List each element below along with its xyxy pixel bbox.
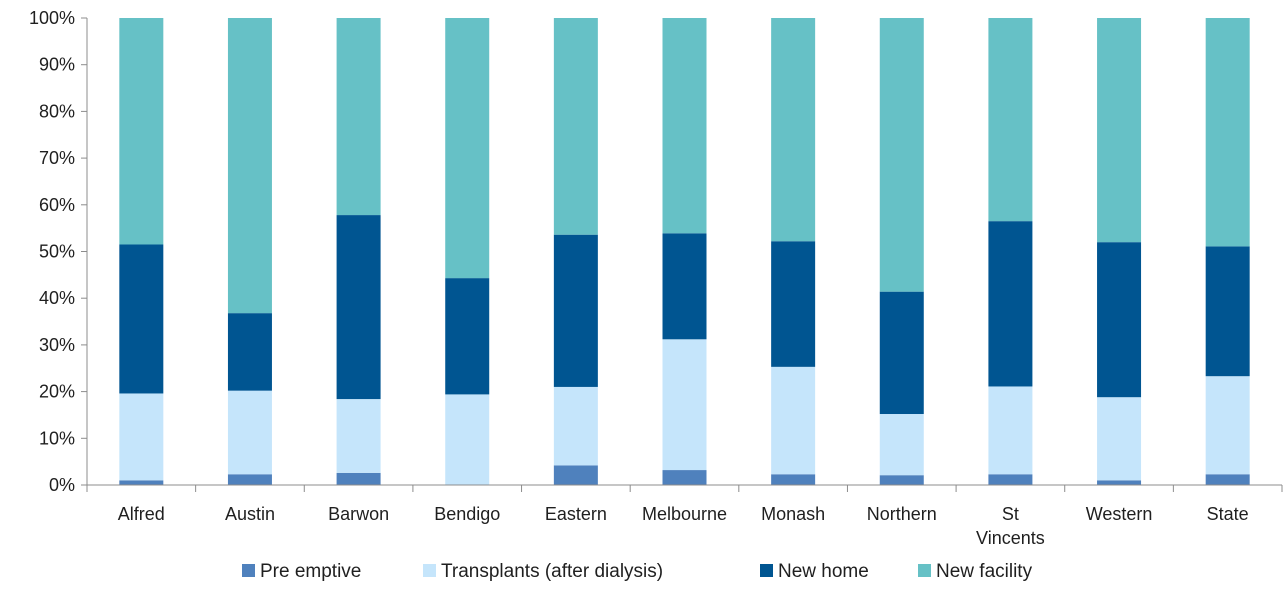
bar-segment bbox=[879, 18, 924, 292]
bar-segment bbox=[662, 233, 707, 340]
bar-segment bbox=[227, 390, 272, 475]
bar-segment bbox=[553, 386, 598, 466]
bar-segment bbox=[1205, 376, 1250, 475]
legend-swatch bbox=[760, 564, 773, 577]
y-tick-label: 30% bbox=[39, 335, 75, 355]
bar-segment bbox=[771, 241, 816, 367]
legend-label: Pre emptive bbox=[260, 561, 361, 582]
x-tick-label: Melbourne bbox=[642, 504, 727, 524]
bar-segment bbox=[879, 291, 924, 415]
y-tick-label: 20% bbox=[39, 382, 75, 402]
y-tick-label: 80% bbox=[39, 101, 75, 121]
y-tick-label: 0% bbox=[49, 475, 75, 495]
bar-segment bbox=[227, 313, 272, 391]
x-axis: Alfred Austin Barwon Bendigo Eastern Melbourn… bbox=[86, 484, 1283, 548]
y-tick-label: 60% bbox=[39, 195, 75, 215]
bar-segment bbox=[771, 18, 816, 242]
bar-segment bbox=[988, 18, 1033, 222]
bar-segment bbox=[119, 480, 164, 485]
bar-segment bbox=[336, 18, 381, 216]
bar-segment bbox=[879, 414, 924, 476]
bar-segment bbox=[336, 472, 381, 485]
x-tick-label: Bendigo bbox=[434, 504, 500, 524]
y-tick-label: 70% bbox=[39, 148, 75, 168]
bar-segment bbox=[119, 244, 164, 394]
bar-segment bbox=[771, 366, 816, 475]
legend-label: New home bbox=[778, 561, 869, 582]
y-tick-label: 40% bbox=[39, 288, 75, 308]
bar-segment bbox=[988, 386, 1033, 475]
bar-segment bbox=[445, 394, 490, 485]
y-tick-label: 10% bbox=[39, 428, 75, 448]
y-axis: 0% 10% 20% 30% 40% 50% 60% 70% 80% 90% 100% bbox=[29, 8, 88, 495]
bar-segment bbox=[227, 474, 272, 485]
bar-segment bbox=[227, 18, 272, 314]
legend-label: Transplants (after dialysis) bbox=[441, 561, 663, 582]
bar-segment bbox=[662, 18, 707, 234]
legend-swatch bbox=[423, 564, 436, 577]
bar-segment bbox=[119, 18, 164, 245]
bar-segment bbox=[1097, 397, 1142, 481]
bar-segment bbox=[445, 18, 490, 279]
bars bbox=[119, 18, 1250, 485]
legend-label: New facility bbox=[936, 561, 1033, 582]
bar-segment bbox=[771, 474, 816, 485]
bar-segment bbox=[1205, 246, 1250, 377]
x-tick-label: Austin bbox=[225, 504, 275, 524]
bar-segment bbox=[445, 278, 490, 395]
bar-segment bbox=[988, 221, 1033, 387]
bar-segment bbox=[988, 474, 1033, 485]
bar-segment bbox=[1097, 242, 1142, 398]
bar-segment bbox=[553, 465, 598, 485]
bar-segment bbox=[553, 234, 598, 387]
bar-segment bbox=[879, 475, 924, 485]
x-tick-label: St Vincents bbox=[976, 504, 1045, 548]
bar-segment bbox=[336, 399, 381, 473]
x-tick-label: Barwon bbox=[328, 504, 389, 524]
y-tick-label: 50% bbox=[39, 242, 75, 262]
legend: Pre emptive Transplants (after dialysis) N… bbox=[242, 561, 1033, 582]
bar-segment bbox=[336, 215, 381, 400]
x-tick-label: Alfred bbox=[118, 504, 165, 524]
legend-swatch bbox=[918, 564, 931, 577]
x-tick-label: Western bbox=[1086, 504, 1153, 524]
x-tick-label: Eastern bbox=[545, 504, 607, 524]
x-tick-label: Northern bbox=[867, 504, 937, 524]
bar-segment bbox=[1205, 474, 1250, 485]
bar-segment bbox=[119, 393, 164, 481]
bar-segment bbox=[662, 470, 707, 485]
bar-segment bbox=[1205, 18, 1250, 247]
x-tick-label: State bbox=[1207, 504, 1249, 524]
y-tick-label: 90% bbox=[39, 55, 75, 75]
legend-swatch bbox=[242, 564, 255, 577]
bar-segment bbox=[662, 339, 707, 471]
x-tick-label: Monash bbox=[761, 504, 825, 524]
bar-segment bbox=[1097, 480, 1142, 485]
bar-segment bbox=[553, 18, 598, 235]
bar-segment bbox=[1097, 18, 1142, 243]
y-tick-label: 100% bbox=[29, 8, 75, 28]
